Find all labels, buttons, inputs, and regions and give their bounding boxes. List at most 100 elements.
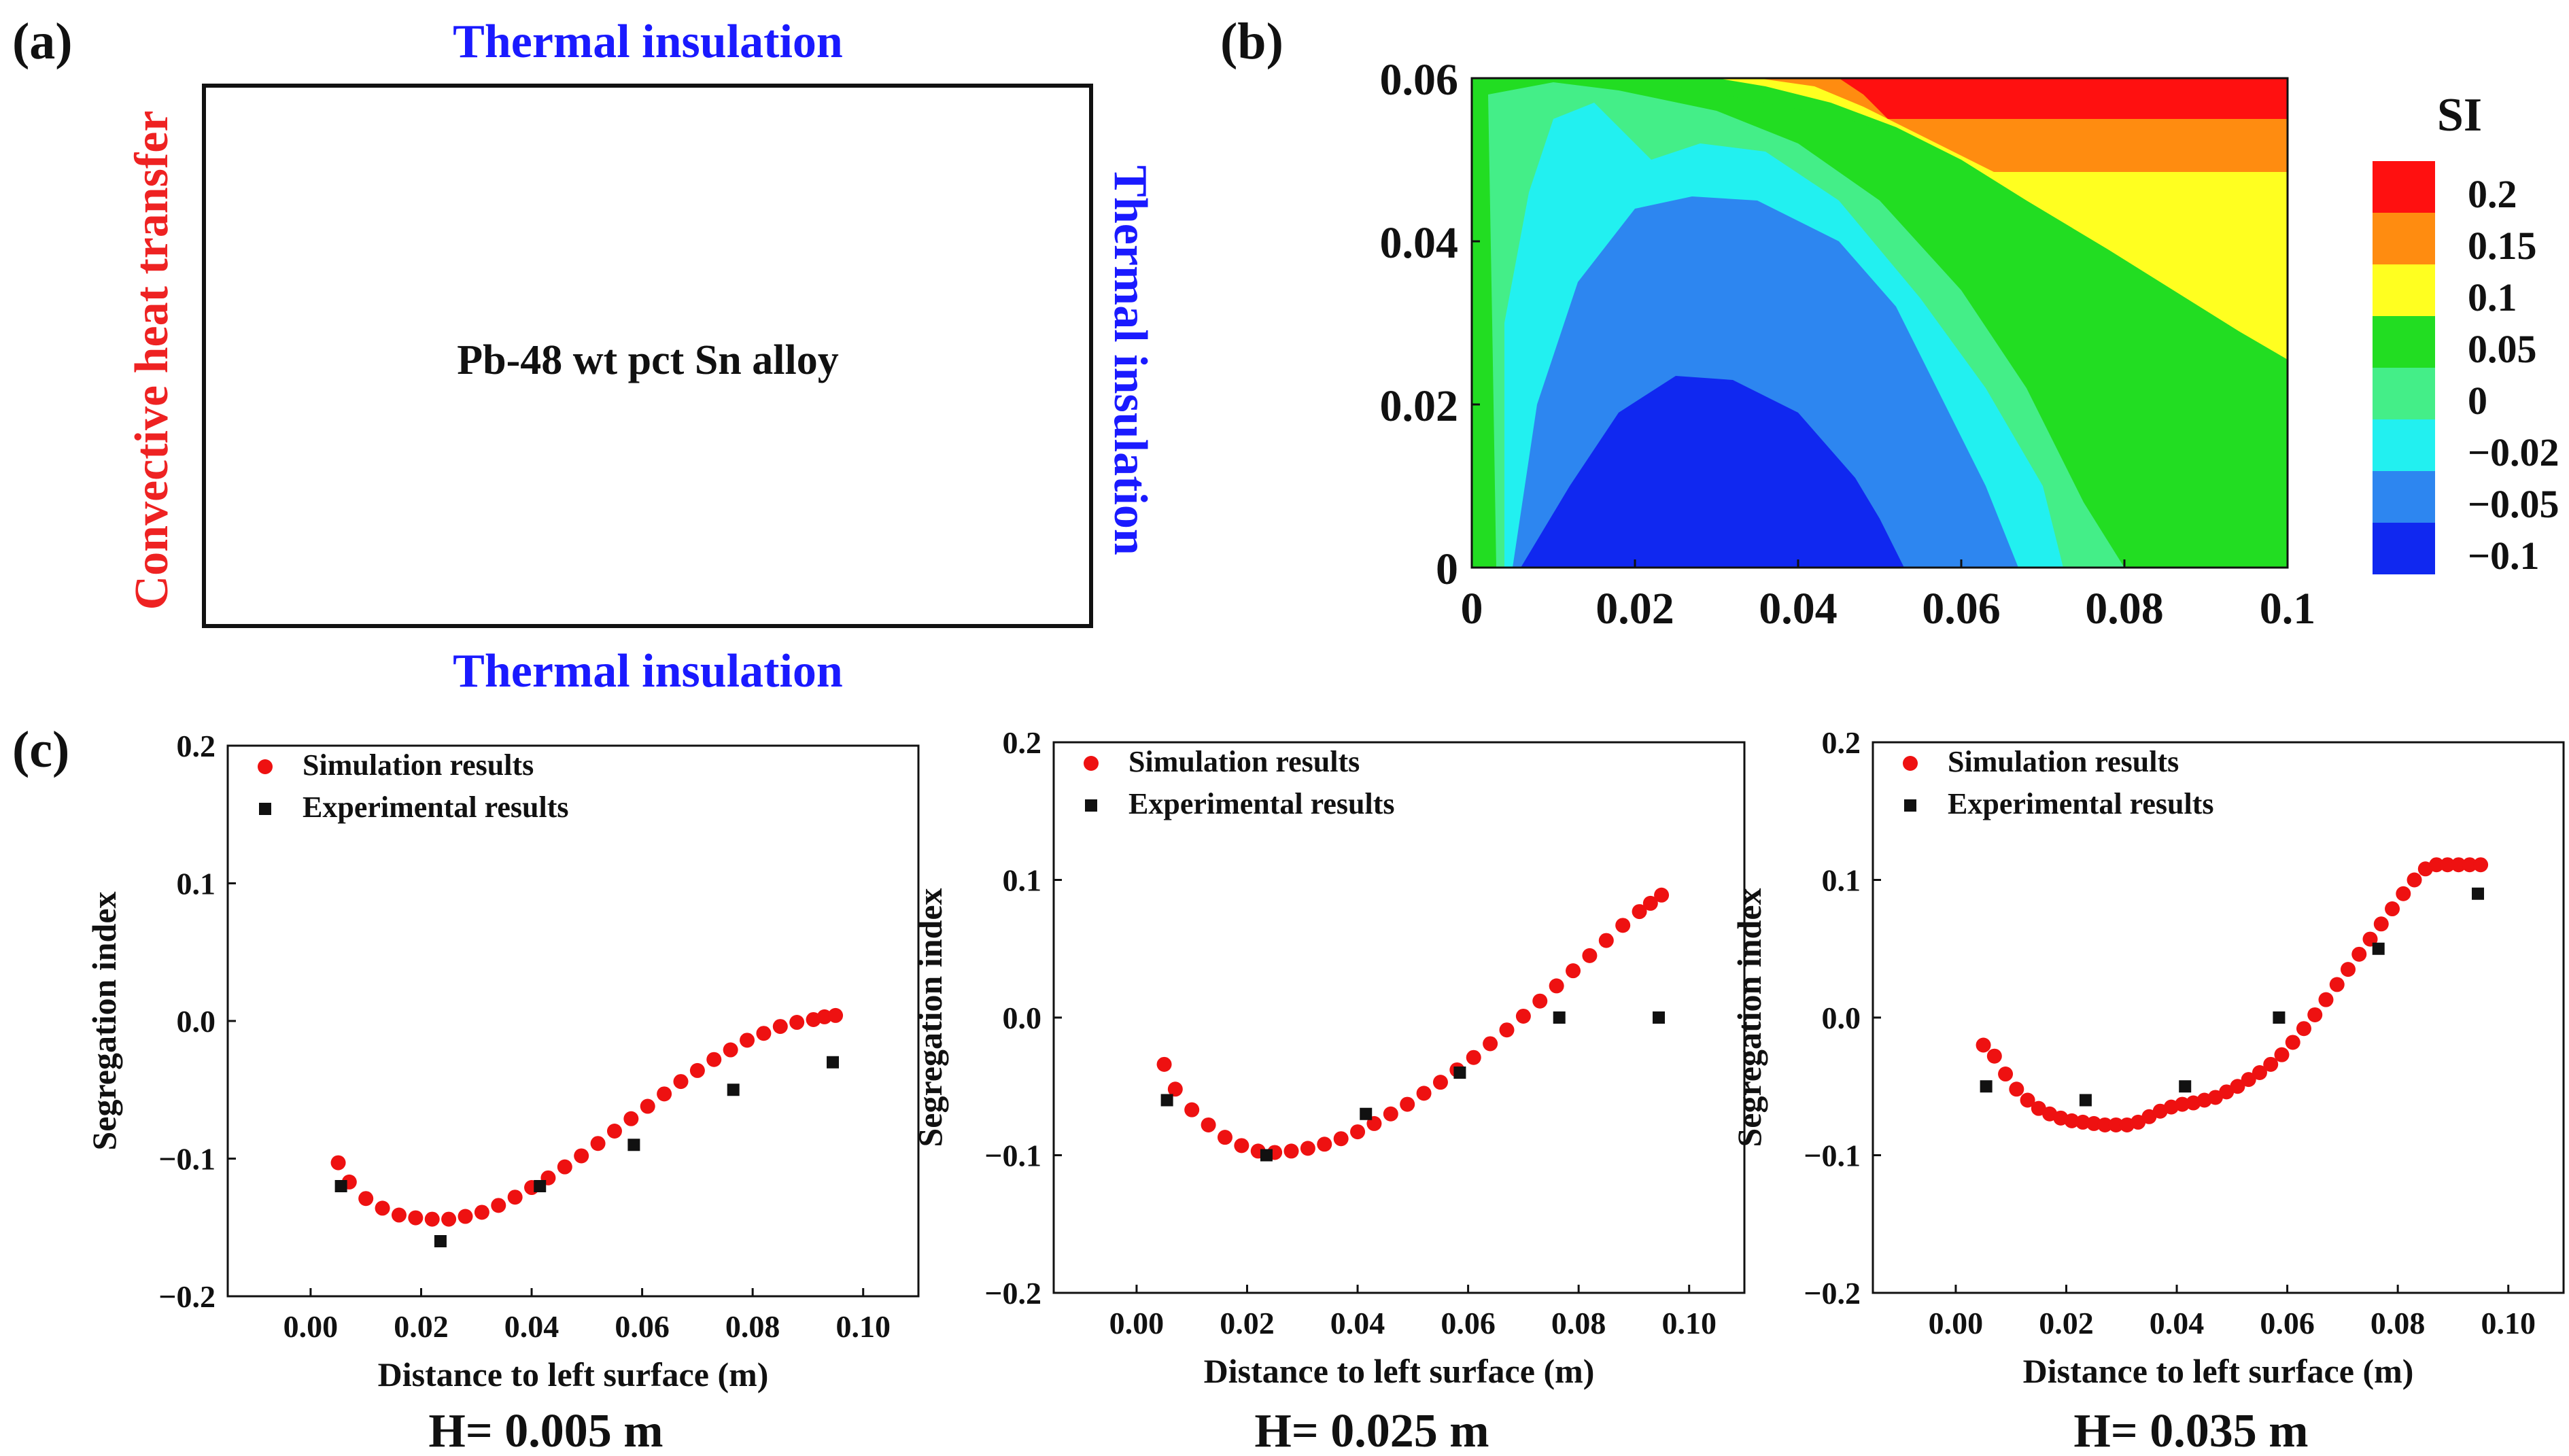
simulation-point [1167,1081,1183,1097]
colorbar-swatch [2373,523,2435,574]
simulation-point [2373,916,2389,932]
y-tick-label: 0.2 [177,729,216,763]
panel-b: (b) 0 0.02 0.04 0.06 0.08 0.1 0 0.02 0.04 0.06 SI… [1220,13,2559,634]
simulation-point [424,1211,440,1227]
simulation-point [2451,857,2466,873]
plot-title: H= 0.005 m [428,1405,663,1456]
simulation-point [2407,872,2422,888]
scatter-plot-h-0.005: 0.00 0.02 0.04 0.06 0.08 0.10 −0.2 −0.1 0.0 0.1 0.… [85,729,920,1456]
simulation-point [2341,962,2356,977]
plot-title: H= 0.035 m [2073,1405,2308,1456]
simulation-point [1416,1086,1432,1101]
y-tick-label: 0.0 [1822,1001,1861,1035]
simulation-point [330,1155,346,1171]
simulation-point [2230,1079,2245,1094]
simulation-point [1654,887,1670,903]
x-tick-label: 0.04 [504,1309,559,1344]
simulation-point [2219,1084,2235,1100]
contour-y-tick-label: 0.02 [1380,381,1459,431]
x-tick-label: 0.02 [1220,1306,1275,1340]
contour-x-tick-label: 0.04 [1759,584,1838,634]
colorbar-label: 0.2 [2468,172,2517,216]
simulation-point [441,1211,457,1227]
y-axis-label: Segregation index [85,891,123,1150]
legend-simulation-label: Simulation results [303,748,534,782]
panel-c: (c) 0.00 0.02 0.04 0.06 0.08 0.10−0.2−0.10.00… [12,721,2565,1456]
simulation-point [1998,1067,2014,1082]
colorbar-label: 0 [2468,379,2487,423]
simulation-point [557,1159,572,1175]
simulation-point [1986,1048,2002,1064]
experimental-point [1360,1107,1373,1120]
experimental-point [2372,942,2385,955]
simulation-point [740,1033,755,1048]
experimental-point [1160,1094,1173,1107]
simulation-point [2318,992,2334,1007]
colorbar-label: −0.1 [2468,534,2540,578]
experimental-point [827,1056,840,1069]
scatter-plot-h-0.025: 0.00 0.02 0.04 0.06 0.08 0.10 −0.2 −0.1 0.0 0.1 0.… [911,725,1746,1456]
x-tick-label: 0.10 [2481,1306,2536,1340]
legend-simulation-marker [1903,756,1918,771]
simulation-point [1184,1102,1200,1117]
simulation-point [2064,1113,2080,1128]
simulation-point [1317,1137,1332,1152]
plot-frame [1872,741,2565,1294]
y-axis-label: Segregation index [1730,888,1768,1147]
scatter-plot-h-0.035: 0.00 0.02 0.04 0.06 0.08 0.10 −0.2 −0.1 0.0 0.1 0.… [1730,725,2565,1456]
colorbar-swatch [2373,471,2435,523]
simulation-point [375,1200,390,1216]
simulation-point [1976,1037,1991,1053]
right-boundary-label: Thermal insulation [1104,165,1156,555]
simulation-point [789,1015,805,1030]
x-tick-label: 0.00 [283,1309,339,1344]
simulation-point [1582,948,1598,963]
simulation-point [2385,901,2400,917]
simulation-point [474,1204,489,1220]
x-tick-label: 0.10 [1661,1306,1717,1340]
contour-frame [1470,77,2289,569]
experimental-point [1553,1011,1566,1024]
experimental-point [1980,1080,1993,1093]
panel-b-label: (b) [1220,13,1283,70]
colorbar-swatch [2373,419,2435,471]
contour-y-tick-label: 0.04 [1380,218,1459,268]
contour-x-tick-label: 0.1 [2260,584,2316,634]
simulation-point [1383,1106,1398,1122]
x-tick-label: 0.08 [2370,1306,2426,1340]
experimental-point [1260,1149,1273,1162]
x-tick-label: 0.08 [725,1309,780,1344]
simulation-point [2020,1092,2035,1108]
colorbar-label: −0.02 [2468,430,2559,474]
y-tick-label: 0.1 [177,867,216,901]
experimental-point [2179,1080,2192,1093]
legend-experimental-label: Experimental results [303,791,569,824]
y-tick-label: −0.2 [158,1279,215,1314]
simulation-point [1432,1075,1448,1090]
legend-simulation-marker [258,759,273,774]
colorbar: 0.2 0.15 0.1 0.05 0 −0.02 −0.05 −0.1 [2373,161,2559,578]
colorbar-swatch [2373,316,2435,368]
panel-a: (a) Thermal insulation Pb-48 wt pct Sn a… [12,13,1156,697]
simulation-point [2241,1072,2256,1088]
top-boundary-label: Thermal insulation [453,16,843,68]
y-tick-label: −0.1 [984,1139,1041,1173]
contour-x-tick-label: 0.08 [2085,584,2164,634]
legend-title: SI [2437,89,2482,141]
simulation-point [1400,1096,1415,1112]
simulation-point [1156,1056,1172,1072]
y-tick-label: −0.1 [158,1142,215,1177]
x-tick-label: 0.10 [835,1309,891,1344]
plot-title: H= 0.025 m [1254,1405,1489,1456]
simulation-point [2274,1047,2290,1062]
legend-simulation-marker [1084,756,1099,771]
simulation-point [657,1086,672,1102]
simulation-point [2429,857,2445,873]
colorbar-label: −0.05 [2468,482,2559,526]
x-tick-label: 0.06 [615,1309,670,1344]
simulation-point [756,1026,772,1041]
experimental-point [1453,1067,1466,1079]
simulation-point [2175,1096,2190,1112]
simulation-point [1615,918,1631,933]
